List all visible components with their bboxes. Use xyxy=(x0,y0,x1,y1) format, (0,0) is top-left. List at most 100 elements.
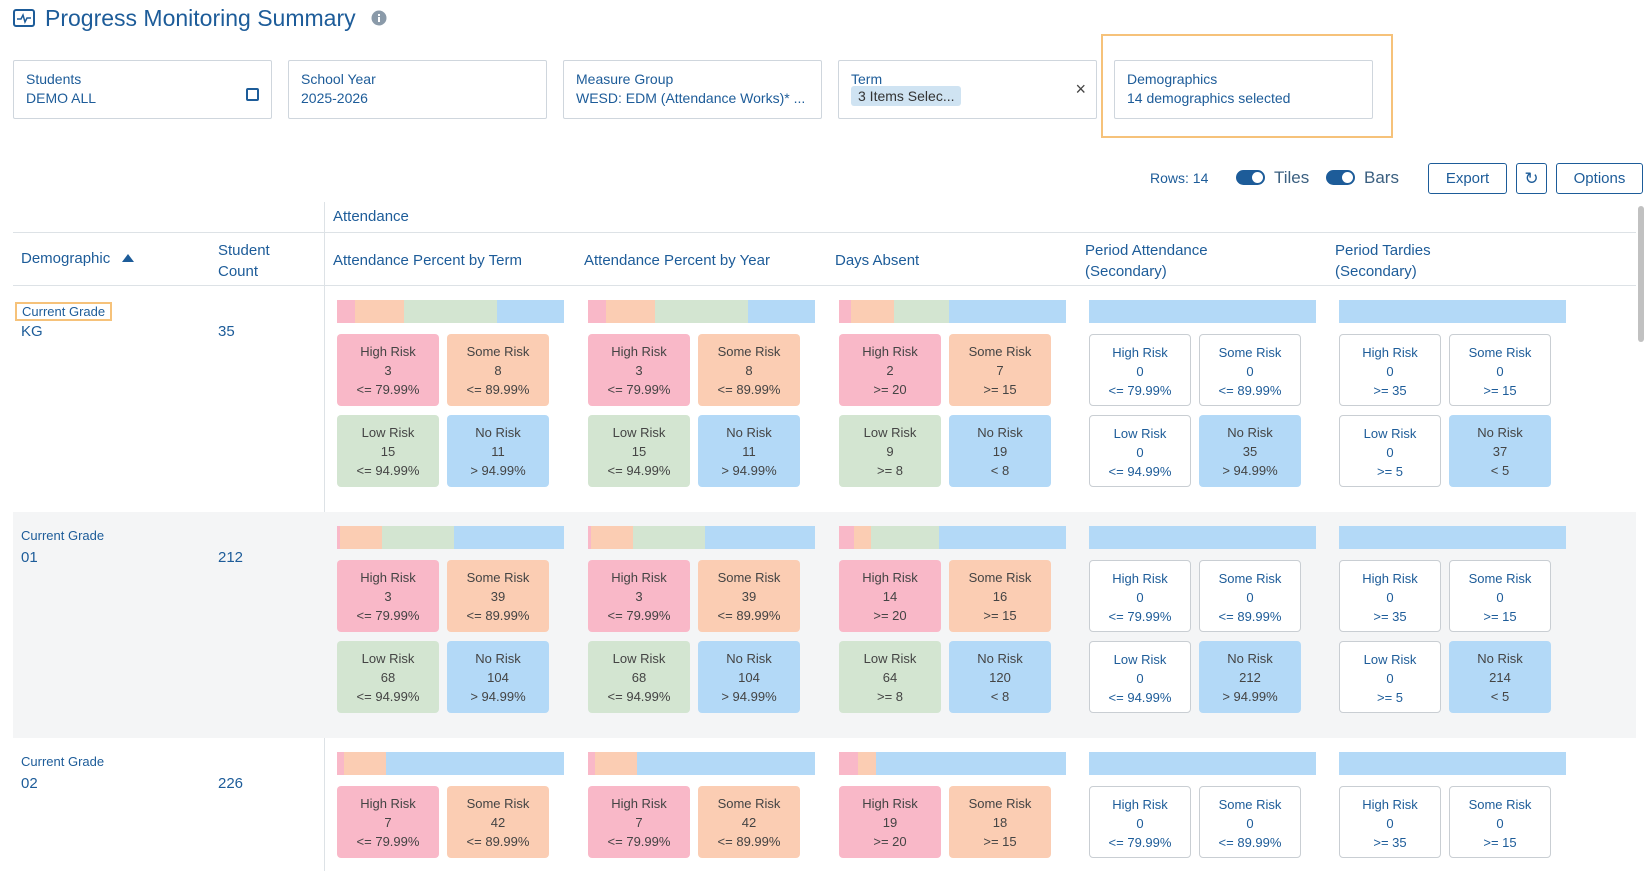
tile[interactable]: High Risk 3 <= 79.99% xyxy=(337,560,439,632)
student-count[interactable]: 35 xyxy=(218,323,235,340)
tile[interactable]: Some Risk 8 <= 89.99% xyxy=(698,334,800,406)
tile[interactable]: Some Risk 0 <= 89.99% xyxy=(1199,560,1301,632)
bar-segment[interactable] xyxy=(858,752,877,775)
tile[interactable]: Low Risk 0 <= 94.99% xyxy=(1089,415,1191,487)
bar-segment[interactable] xyxy=(404,300,497,323)
bar-segment[interactable] xyxy=(381,526,454,549)
bar-segment[interactable] xyxy=(588,300,607,323)
tile[interactable]: High Risk 3 <= 79.99% xyxy=(588,560,690,632)
tile[interactable]: Some Risk 39 <= 89.99% xyxy=(447,560,549,632)
bar-segment[interactable] xyxy=(496,300,564,323)
tile[interactable]: Some Risk 0 <= 89.99% xyxy=(1199,334,1301,406)
tile[interactable]: Low Risk 0 <= 94.99% xyxy=(1089,641,1191,713)
options-button[interactable]: Options xyxy=(1556,163,1643,194)
tile[interactable]: No Risk 214 < 5 xyxy=(1449,641,1551,713)
bar-segment[interactable] xyxy=(337,752,345,775)
tile[interactable]: No Risk 11 > 94.99% xyxy=(447,415,549,487)
tile[interactable]: Some Risk 0 >= 15 xyxy=(1449,334,1551,406)
tile[interactable]: High Risk 0 >= 35 xyxy=(1339,786,1441,858)
tile[interactable]: Some Risk 16 >= 15 xyxy=(949,560,1051,632)
tile[interactable]: Low Risk 15 <= 94.99% xyxy=(588,415,690,487)
tile[interactable]: No Risk 120 < 8 xyxy=(949,641,1051,713)
bar-segment[interactable] xyxy=(591,526,633,549)
tile[interactable]: No Risk 11 > 94.99% xyxy=(698,415,800,487)
tile[interactable]: Low Risk 64 >= 8 xyxy=(839,641,941,713)
tile[interactable]: No Risk 104 > 94.99% xyxy=(447,641,549,713)
tile[interactable]: High Risk 14 >= 20 xyxy=(839,560,941,632)
tile[interactable]: Some Risk 18 >= 15 xyxy=(949,786,1051,858)
student-count[interactable]: 212 xyxy=(218,549,244,566)
tile[interactable]: High Risk 0 <= 79.99% xyxy=(1089,560,1191,632)
filter-box[interactable]: Measure Group WESD: EDM (Attendance Works… xyxy=(563,60,822,119)
bar-segment[interactable] xyxy=(344,752,387,775)
tile[interactable]: High Risk 0 <= 79.99% xyxy=(1089,334,1191,406)
bar-segment[interactable] xyxy=(595,752,638,775)
tile[interactable]: Low Risk 15 <= 94.99% xyxy=(337,415,439,487)
tile[interactable]: Some Risk 7 >= 15 xyxy=(949,334,1051,406)
bar-segment[interactable] xyxy=(606,300,656,323)
bar-segment[interactable] xyxy=(655,300,748,323)
tile[interactable]: No Risk 19 < 8 xyxy=(949,415,1051,487)
tile[interactable]: Low Risk 9 >= 8 xyxy=(839,415,941,487)
bar-segment[interactable] xyxy=(938,526,1066,549)
filter-chip[interactable]: 3 Items Selec... xyxy=(851,86,962,106)
column-header[interactable]: Demographic xyxy=(21,250,111,267)
demographic-value[interactable]: 01 xyxy=(21,549,38,566)
export-button[interactable]: Export xyxy=(1428,163,1507,194)
tile[interactable]: High Risk 2 >= 20 xyxy=(839,334,941,406)
tile[interactable]: Low Risk 68 <= 94.99% xyxy=(337,641,439,713)
tile[interactable]: High Risk 3 <= 79.99% xyxy=(588,334,690,406)
toggle[interactable] xyxy=(1236,170,1265,185)
bar-segment[interactable] xyxy=(851,300,895,323)
tile[interactable]: High Risk 7 <= 79.99% xyxy=(337,786,439,858)
bar-segment[interactable] xyxy=(453,526,564,549)
tile[interactable]: High Risk 0 >= 35 xyxy=(1339,560,1441,632)
bar-segment[interactable] xyxy=(870,526,939,549)
demographic-value[interactable]: 02 xyxy=(21,775,38,792)
tile[interactable]: No Risk 35 > 94.99% xyxy=(1199,415,1301,487)
bar-segment[interactable] xyxy=(632,526,705,549)
bar-segment[interactable] xyxy=(337,300,356,323)
bar-segment[interactable] xyxy=(1089,300,1316,323)
bar-segment[interactable] xyxy=(949,300,1066,323)
tile[interactable]: Some Risk 0 >= 15 xyxy=(1449,560,1551,632)
tile[interactable]: Some Risk 42 <= 89.99% xyxy=(447,786,549,858)
bar-segment[interactable] xyxy=(340,526,382,549)
tile[interactable]: Some Risk 0 <= 89.99% xyxy=(1199,786,1301,858)
refresh-button[interactable]: ↻ xyxy=(1516,163,1547,194)
bar-segment[interactable] xyxy=(337,526,341,549)
filter-box[interactable]: School Year 2025-2026 xyxy=(288,60,547,119)
tile[interactable]: High Risk 3 <= 79.99% xyxy=(337,334,439,406)
bar-segment[interactable] xyxy=(1339,300,1566,323)
tile[interactable]: High Risk 7 <= 79.99% xyxy=(588,786,690,858)
edit-icon[interactable] xyxy=(246,88,259,101)
bar-segment[interactable] xyxy=(1339,526,1566,549)
tile[interactable]: Low Risk 0 >= 5 xyxy=(1339,415,1441,487)
bar-segment[interactable] xyxy=(839,526,854,549)
tile[interactable]: No Risk 37 < 5 xyxy=(1449,415,1551,487)
filter-box[interactable]: Demographics 14 demographics selected xyxy=(1114,60,1373,119)
tile[interactable]: No Risk 212 > 94.99% xyxy=(1199,641,1301,713)
bar-segment[interactable] xyxy=(839,300,852,323)
tile[interactable]: Some Risk 39 <= 89.99% xyxy=(698,560,800,632)
bar-segment[interactable] xyxy=(1089,526,1316,549)
filter-box[interactable]: Term 3 Items Selec... × xyxy=(838,60,1097,119)
tile[interactable]: Low Risk 0 >= 5 xyxy=(1339,641,1441,713)
bar-segment[interactable] xyxy=(588,526,592,549)
tile[interactable]: Some Risk 8 <= 89.99% xyxy=(447,334,549,406)
sort-icon[interactable] xyxy=(122,254,134,262)
tile[interactable]: High Risk 0 >= 35 xyxy=(1339,334,1441,406)
demographic-value[interactable]: KG xyxy=(21,323,43,340)
tile[interactable]: Some Risk 42 <= 89.99% xyxy=(698,786,800,858)
bar-segment[interactable] xyxy=(747,300,815,323)
clear-icon[interactable]: × xyxy=(1075,79,1086,99)
bar-segment[interactable] xyxy=(588,752,596,775)
filter-box[interactable]: Students DEMO ALL xyxy=(13,60,272,119)
bar-segment[interactable] xyxy=(704,526,815,549)
bar-segment[interactable] xyxy=(894,300,950,323)
toggle[interactable] xyxy=(1326,170,1355,185)
bar-segment[interactable] xyxy=(839,752,859,775)
tile[interactable]: High Risk 19 >= 20 xyxy=(839,786,941,858)
student-count[interactable]: 226 xyxy=(218,775,244,792)
tile[interactable]: No Risk 104 > 94.99% xyxy=(698,641,800,713)
